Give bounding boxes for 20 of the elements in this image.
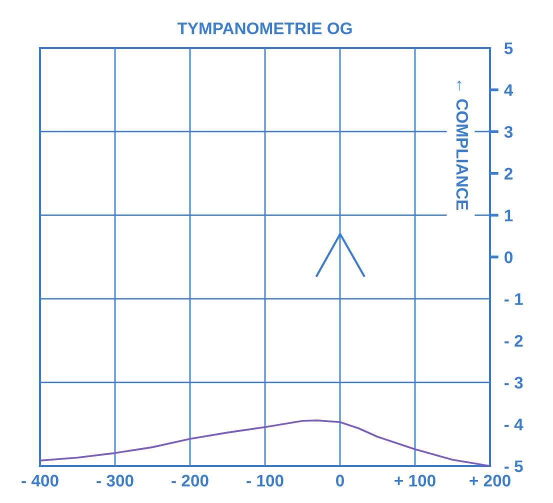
y-tick-label: - 4	[504, 418, 524, 430]
x-tick-label: + 100	[394, 474, 436, 487]
y-tick-label: 3	[504, 126, 513, 138]
y-tick-label: - 1	[504, 293, 523, 305]
y-axis-title: ← COMPLIANCE	[456, 80, 468, 210]
x-tick-label: - 200	[172, 474, 208, 487]
x-tick-label: - 100	[246, 474, 284, 487]
y-tick-label: 2	[504, 168, 512, 180]
y-tick-label: 1	[504, 210, 513, 222]
y-tick-label: 4	[504, 84, 514, 96]
y-tick-label: 0	[504, 251, 512, 264]
x-tick-label: - 300	[96, 474, 134, 487]
y-tick-label: - 2	[504, 335, 523, 347]
chart-title: TYMPANOMETRIE OG	[177, 22, 352, 34]
x-tick-label: 0	[336, 474, 344, 487]
x-tick-label: + 200	[470, 474, 510, 487]
y-tick-label: 5	[504, 42, 513, 54]
y-tick-label: - 5	[504, 460, 523, 472]
y-tick-label: - 3	[504, 376, 523, 389]
x-tick-label: - 400	[22, 474, 58, 487]
